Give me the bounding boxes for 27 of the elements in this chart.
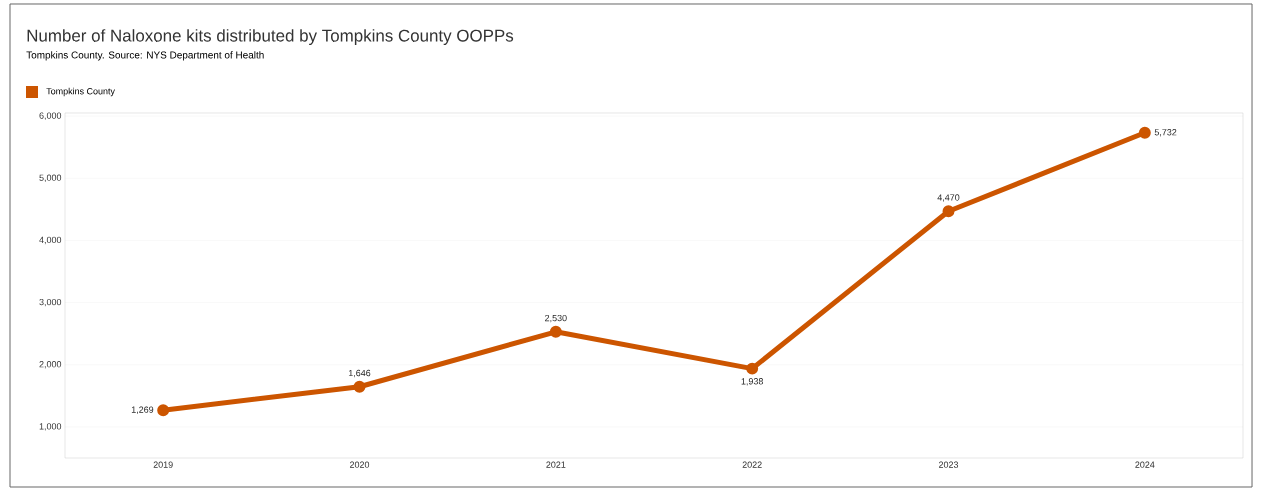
x-tick-label: 2020 xyxy=(349,461,370,468)
y-tick-label: 5,000 xyxy=(39,174,62,182)
y-tick-label: 1,000 xyxy=(39,423,62,431)
data-label: 5,732 xyxy=(1154,129,1177,137)
legend-label: Tompkins County xyxy=(46,87,115,97)
x-tick-label: 2021 xyxy=(546,461,566,468)
data-label: 1,646 xyxy=(348,369,371,378)
point xyxy=(942,205,955,218)
x-tick-label: 2023 xyxy=(938,461,959,468)
point xyxy=(157,404,170,417)
data-label: 1,938 xyxy=(741,378,763,386)
data-label: 2,530 xyxy=(545,314,567,323)
point xyxy=(1138,126,1151,139)
chart-subtitle: Tompkins County. Source: NYS Department of Health xyxy=(26,51,264,61)
x-tick-label: 2019 xyxy=(153,461,173,468)
chart-title: Number of Naloxone kits distributed by Tompkins County OOPPs xyxy=(27,29,514,45)
y-tick-label: 2,000 xyxy=(39,361,62,369)
point xyxy=(353,380,366,393)
point xyxy=(549,325,562,338)
x-tick-label: 2024 xyxy=(1135,461,1155,468)
x-tick-label: 2022 xyxy=(742,461,762,468)
point xyxy=(746,362,759,375)
y-tick-label: 4,000 xyxy=(39,236,62,245)
data-label: 4,470 xyxy=(937,194,960,202)
y-tick-label: 3,000 xyxy=(39,298,62,307)
data-label: 1,269 xyxy=(131,406,154,414)
y-tick-label: 6,000 xyxy=(39,112,62,120)
